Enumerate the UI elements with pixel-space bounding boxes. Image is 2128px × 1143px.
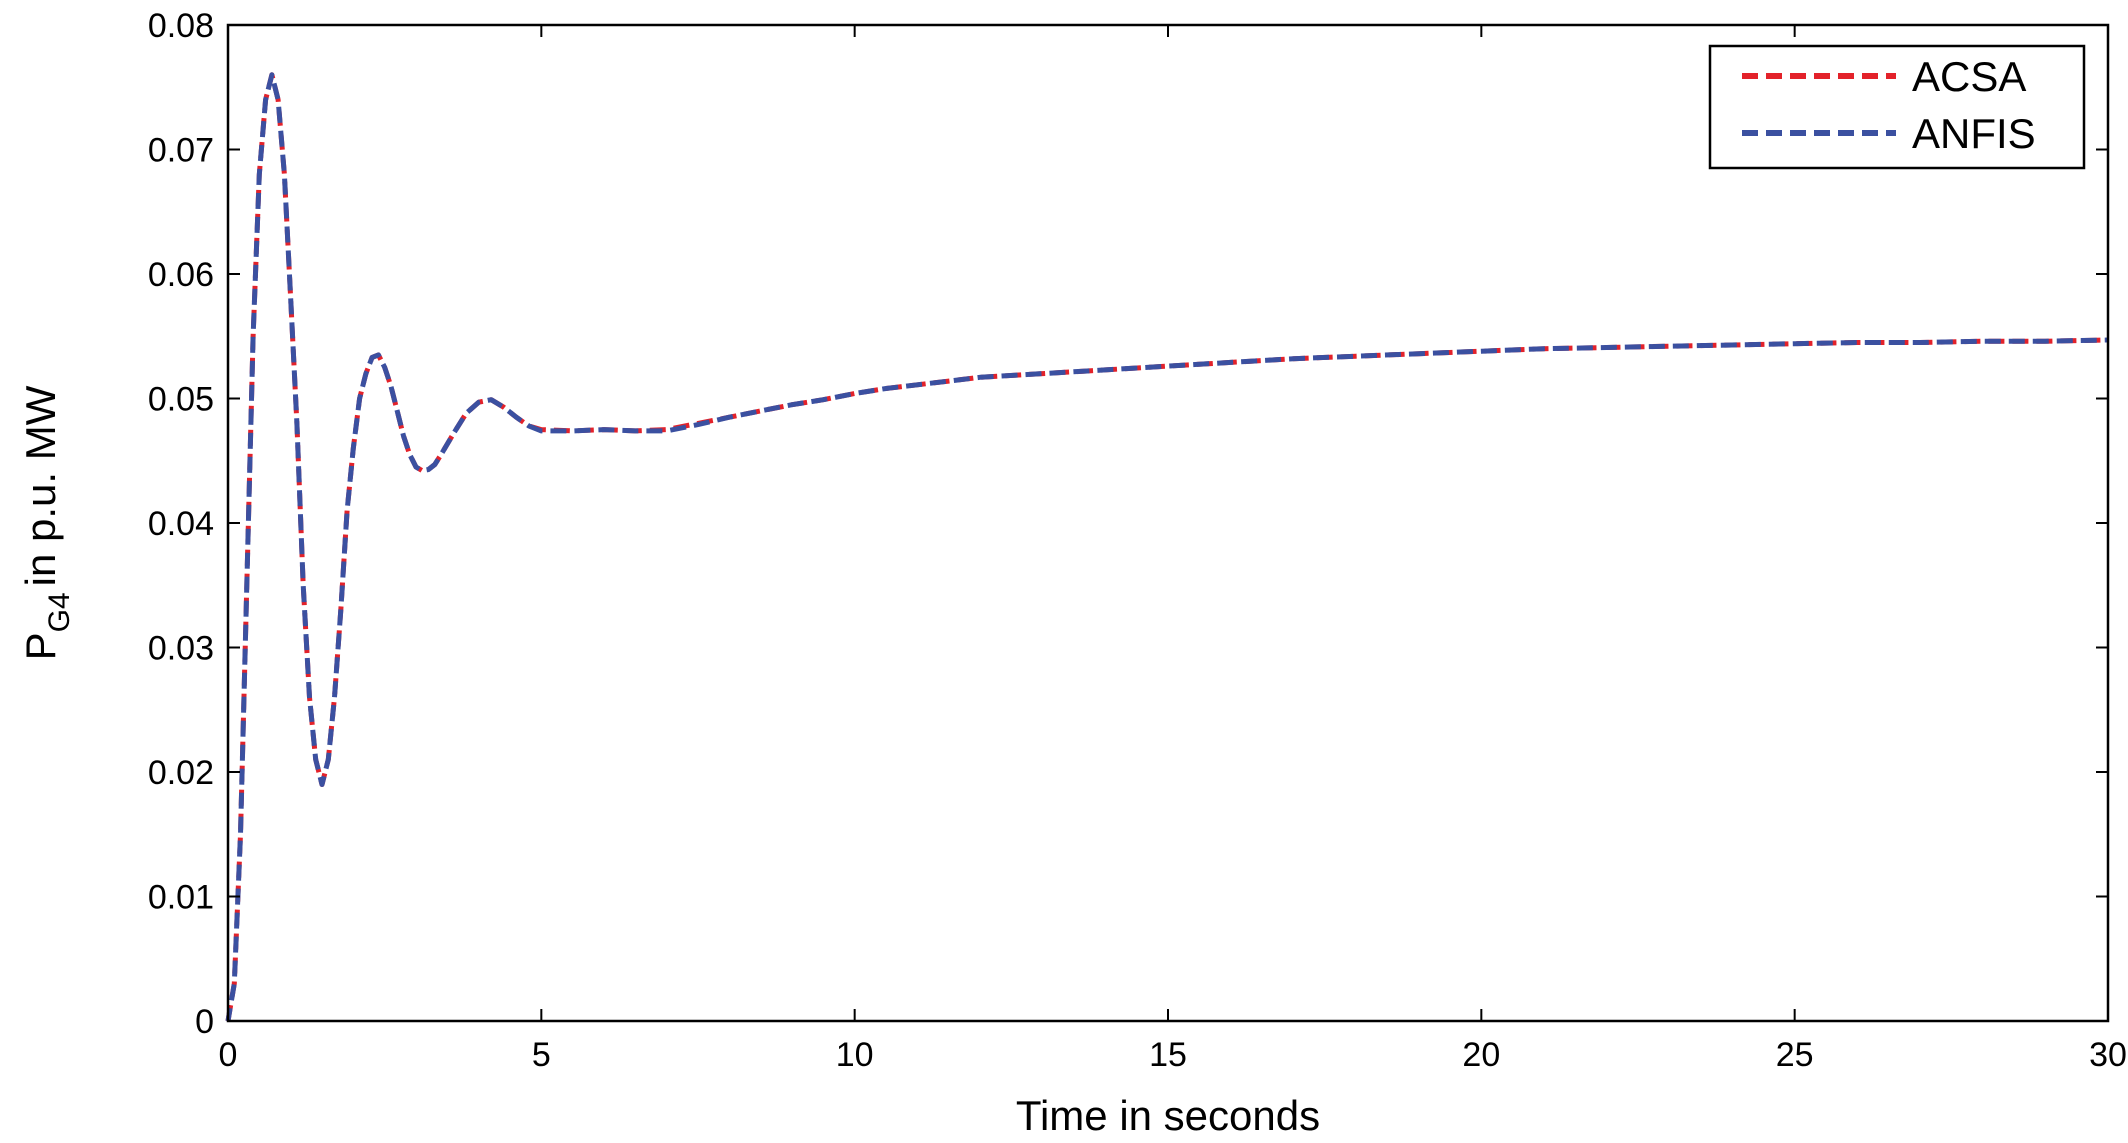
x-tick-label: 10 (836, 1036, 874, 1074)
y-tick-label: 0.03 (148, 630, 214, 668)
legend-box (1708, 44, 2086, 170)
y-axis-ticks: 0 0.01 0.02 0.03 0.04 0.05 0.06 0.07 0.08 (148, 7, 2108, 1041)
y-tick-label: 0.07 (148, 132, 214, 170)
y-tick-label: 0.01 (148, 879, 214, 917)
y-tick-label: 0.04 (148, 505, 214, 543)
plot-background (228, 25, 2108, 1021)
y-tick-label: 0.06 (148, 256, 214, 294)
y-tick-label: 0.08 (148, 7, 214, 45)
y-axis-label: PG4 in p.u. MW (17, 385, 76, 660)
series-layer (225, 72, 2109, 1022)
x-tick-label: 30 (2089, 1036, 2127, 1074)
x-tick-label: 25 (1776, 1036, 1814, 1074)
x-tick-label: 20 (1462, 1036, 1500, 1074)
legend-label-acsa: ACSA (1912, 53, 2026, 100)
y-axis-label-subscript: G4 (43, 592, 76, 632)
x-axis-label: Time in seconds (1016, 1092, 1320, 1139)
x-tick-label: 0 (219, 1036, 238, 1074)
y-axis-label-main: P (17, 632, 64, 660)
legend-label-anfis: ANFIS (1912, 110, 2036, 157)
legend: ACSA ANFIS (1708, 44, 2086, 170)
x-tick-label: 15 (1149, 1036, 1187, 1074)
series-line-anfis (225, 72, 2109, 1022)
y-axis-label-rest: in p.u. MW (17, 385, 64, 586)
y-tick-label: 0 (195, 1003, 214, 1041)
x-tick-label: 5 (532, 1036, 551, 1074)
y-tick-label: 0.05 (148, 381, 214, 419)
x-axis-ticks: 0 5 10 15 20 25 30 (219, 25, 2127, 1074)
y-tick-label: 0.02 (148, 754, 214, 792)
